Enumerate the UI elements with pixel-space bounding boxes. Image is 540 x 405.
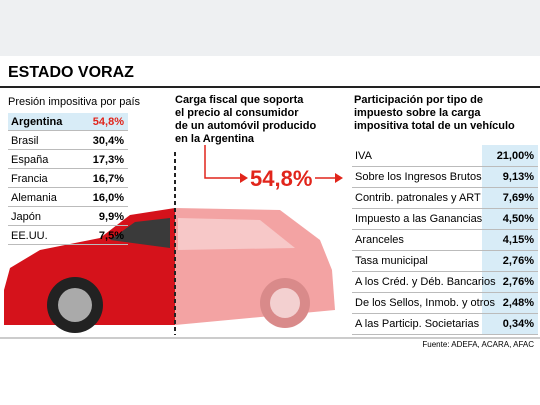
- tax-value: 21,00%: [496, 150, 534, 162]
- rim-ghost: [270, 288, 300, 318]
- tax-value: 2,76%: [502, 276, 534, 288]
- country-row: Brasil 30,4%: [8, 132, 128, 150]
- rim: [58, 288, 92, 322]
- country-value: 16,7%: [92, 173, 124, 185]
- arrow: [204, 145, 240, 179]
- tax-value: 2,76%: [502, 255, 534, 267]
- tax: Tasa municipal: [355, 255, 428, 267]
- title: ESTADO VORAZ: [8, 64, 134, 81]
- breakdown-row: Impuesto a las Ganancias 4,50%: [352, 209, 538, 230]
- country-value: 30,4%: [92, 135, 124, 147]
- country-value: 16,0%: [92, 192, 124, 204]
- tax-value: 7,69%: [502, 192, 534, 204]
- tax: De los Sellos, Inmob. y otros: [355, 297, 496, 309]
- tax: A los Créd. y Déb. Bancarios: [355, 276, 496, 288]
- countries-title: Presión impositiva por país: [8, 96, 141, 108]
- arrow-head: [335, 173, 343, 183]
- value-column: [482, 145, 538, 335]
- tax-value: 4,15%: [502, 234, 534, 246]
- tax-value: 4,50%: [502, 213, 534, 225]
- country-value: 17,3%: [92, 154, 124, 166]
- center-text: Carga fiscal que soporta el precio al con…: [175, 94, 316, 146]
- breakdown-line: Participación por tipo de: [354, 94, 483, 106]
- country-row: Alemania 16,0%: [8, 189, 128, 207]
- tax: A las Particip. Societarias: [355, 318, 480, 330]
- country: EE.UU.: [11, 230, 48, 242]
- breakdown-row: Sobre los Ingresos Brutos 9,13%: [352, 167, 538, 188]
- top-band: [0, 0, 540, 56]
- breakdown-row: De los Sellos, Inmob. y otros 2,48%: [352, 293, 538, 314]
- country-row: Japón 9,9%: [8, 208, 128, 226]
- country-value: 7,5%: [98, 230, 124, 242]
- center-value: 54,8%: [250, 166, 312, 191]
- tax: Impuesto a las Ganancias: [355, 213, 483, 225]
- tax: Sobre los Ingresos Brutos: [355, 171, 482, 183]
- breakdown-row: IVA 21,00%: [352, 146, 538, 167]
- country: Argentina: [11, 116, 63, 128]
- country: Alemania: [11, 192, 57, 204]
- breakdown-line: impuesto sobre la carga: [354, 107, 481, 119]
- center-line: en la Argentina: [175, 133, 255, 145]
- source: Fuente: ADEFA, ACARA, AFAC: [422, 340, 534, 349]
- tax-value: 2,48%: [502, 297, 534, 309]
- country-row: Argentina 54,8%: [8, 113, 128, 131]
- tax: IVA: [355, 150, 372, 162]
- car-window: [110, 218, 170, 248]
- title-rule: [0, 86, 540, 88]
- tax: Contrib. patronales y ART: [355, 192, 481, 204]
- country-value: 54,8%: [92, 116, 124, 128]
- breakdown-row: Contrib. patronales y ART 7,69%: [352, 188, 538, 209]
- breakdown-row: A los Créd. y Déb. Bancarios 2,76%: [352, 272, 538, 293]
- breakdown-row: Tasa municipal 2,76%: [352, 251, 538, 272]
- breakdown-line: impositiva total de un vehículo: [354, 120, 515, 132]
- arrow-head: [240, 173, 248, 183]
- breakdown-row: A las Particip. Societarias 0,34%: [352, 314, 538, 335]
- tax: Aranceles: [355, 234, 404, 246]
- country-row: EE.UU. 7,5%: [8, 227, 128, 245]
- car-window-ghost: [178, 218, 295, 250]
- country-value: 9,9%: [98, 211, 124, 223]
- country: Brasil: [11, 135, 39, 147]
- breakdown-row: Aranceles 4,15%: [352, 230, 538, 251]
- country: Francia: [11, 173, 48, 185]
- country: Japón: [11, 211, 41, 223]
- country-row: España 17,3%: [8, 151, 128, 169]
- center-line: el precio al consumidor: [175, 107, 299, 119]
- center-line: de un automóvil producido: [175, 120, 317, 132]
- tax-value: 9,13%: [502, 171, 534, 183]
- tax-value: 0,34%: [502, 318, 534, 330]
- breakdown-title: Participación por tipo de impuesto sobre …: [354, 94, 515, 133]
- country: España: [11, 154, 49, 166]
- center-line: Carga fiscal que soporta: [175, 94, 304, 106]
- country-row: Francia 16,7%: [8, 170, 128, 188]
